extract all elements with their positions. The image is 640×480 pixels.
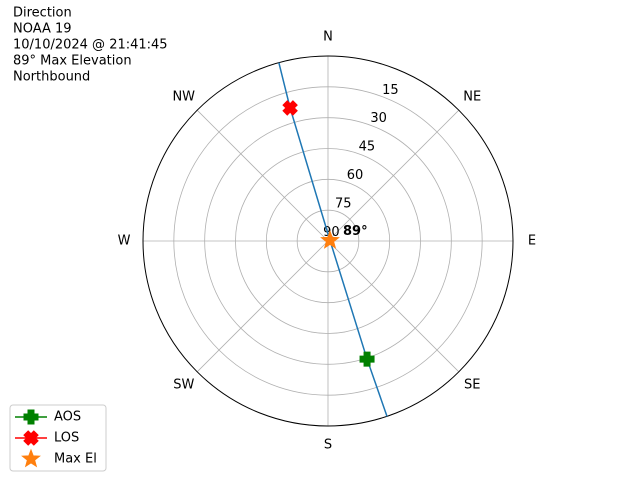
marker-star — [320, 230, 340, 249]
annotation: 89° — [343, 224, 368, 239]
theta-tick-label: SW — [173, 378, 194, 393]
marker-x — [282, 100, 298, 116]
r-tick-label: 90 — [323, 225, 340, 240]
title-line: Northbound — [13, 70, 90, 85]
title-line: Direction — [13, 6, 72, 21]
r-tick-label: 75 — [335, 197, 352, 212]
theta-tick-label: W — [118, 234, 131, 249]
r-tick-label: 60 — [347, 168, 364, 183]
theta-tick-label: S — [324, 438, 332, 453]
theta-tick-label: E — [528, 234, 536, 249]
title-line: 89° Max Elevation — [13, 54, 132, 69]
legend-marker — [21, 448, 41, 468]
legend-marker — [23, 430, 39, 446]
r-tick-label: 15 — [382, 83, 399, 98]
theta-tick-label: SE — [464, 378, 480, 393]
legend-label: Max El — [54, 452, 97, 467]
theta-tick-label: N — [323, 30, 333, 45]
legend-marker — [23, 409, 39, 425]
r-tick-label: 45 — [359, 140, 376, 155]
marker-plus — [359, 351, 375, 367]
ring-grid-line — [173, 86, 483, 396]
ring-grid-line — [235, 148, 421, 334]
r-tick-label: 30 — [370, 111, 387, 126]
legend-label: LOS — [54, 431, 79, 446]
title-line: NOAA 19 — [13, 22, 72, 37]
title-line: 10/10/2024 @ 21:41:45 — [13, 38, 168, 53]
outer-frame — [142, 55, 514, 427]
theta-tick-label: NW — [172, 89, 195, 104]
ring-grid-line — [296, 209, 360, 273]
ring-grid-line — [265, 178, 391, 304]
legend-label: AOS — [54, 410, 81, 425]
ring-grid-line — [204, 117, 452, 365]
theta-tick-label: NE — [463, 89, 481, 104]
